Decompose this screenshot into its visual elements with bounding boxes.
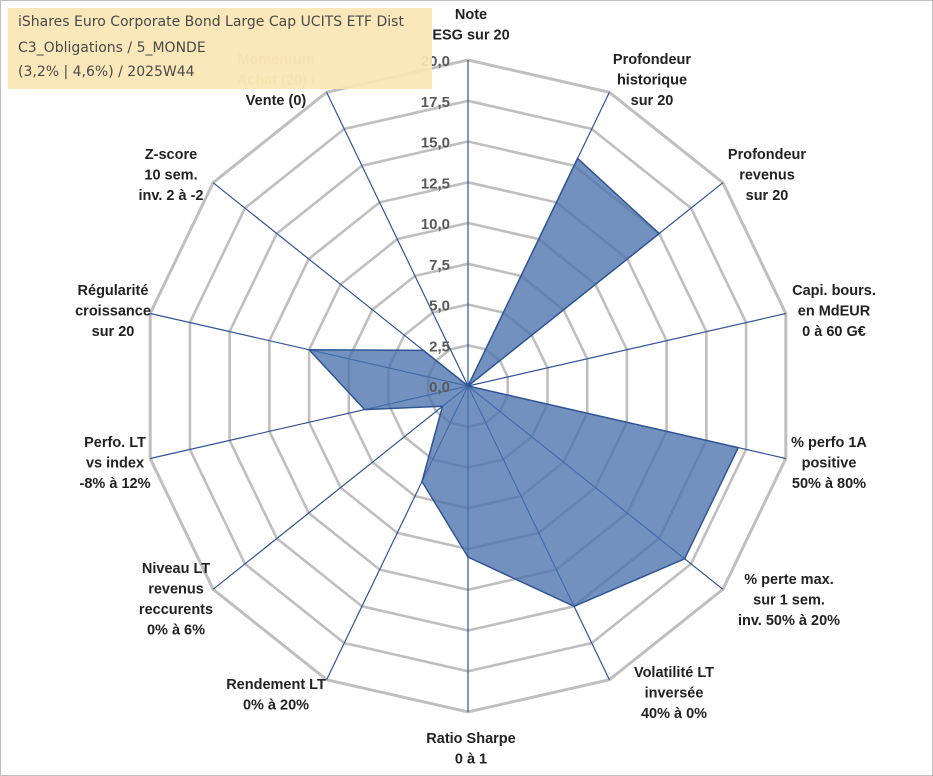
category-label: 10 sem. [144, 168, 197, 184]
category-label: Rendement LT [226, 677, 326, 693]
category-label: 0% à 20% [243, 698, 309, 714]
category-label: Volatilité LT [634, 665, 714, 681]
category-label: % perfo 1A [791, 435, 867, 451]
category-label: sur 20 [746, 188, 789, 204]
category-label: Profondeur [728, 147, 806, 163]
category-label: Capi. bours. [792, 283, 876, 299]
spoke-line [326, 92, 469, 387]
fund-name: iShares Euro Corporate Bond Large Cap UC… [18, 14, 404, 30]
category-label: positive [802, 456, 857, 472]
category-label: croissance [75, 304, 151, 320]
spoke-line [467, 312, 786, 387]
category-label: 0 à 60 G€ [802, 324, 866, 340]
tick-label: 7,5 [429, 257, 450, 274]
tick-label: 17,5 [421, 94, 450, 111]
category-label: Note [455, 7, 487, 23]
category-label: Vente (0) [246, 93, 307, 109]
category-label: Perfo. LT [84, 435, 146, 451]
category-label: sur 1 sem. [753, 593, 825, 609]
category-label: sur 20 [631, 93, 674, 109]
category-label: revenus [739, 168, 795, 184]
category-label: historique [617, 73, 687, 89]
category-label: sur 20 [92, 324, 135, 340]
category-label: vs index [86, 456, 144, 472]
spoke-line [212, 385, 469, 590]
category-label: Niveau LT [142, 561, 210, 577]
tick-label: 2,5 [429, 338, 450, 355]
category-label: 0 à 1 [455, 752, 487, 768]
radar-series [307, 157, 740, 608]
category-label: 40% à 0% [641, 706, 707, 722]
category-label: 0% à 6% [147, 623, 205, 639]
category-label: % perte max. [744, 572, 833, 588]
category-label: Z-score [145, 147, 197, 163]
category-label: inv. 50% à 20% [738, 613, 840, 629]
radar-tick-labels: 0,02,55,07,510,012,515,017,520,0 [421, 53, 450, 396]
fund-category: C3_Obligations / 5_MONDE [18, 40, 206, 56]
category-label: -8% à 12% [80, 476, 151, 492]
series-area [307, 157, 740, 608]
tick-label: 15,0 [421, 135, 450, 152]
tick-label: 5,0 [429, 298, 450, 315]
tick-label: 12,5 [421, 175, 450, 192]
category-label: reccurents [139, 602, 213, 618]
tick-label: 10,0 [421, 216, 450, 233]
category-label: inv. 2 à -2 [138, 188, 203, 204]
category-label: inversée [645, 686, 704, 702]
category-label: Ratio Sharpe [426, 731, 515, 747]
category-label: revenus [148, 582, 204, 598]
category-label: 50% à 80% [792, 476, 866, 492]
fund-period: (3,2% | 4,6%) / 2025W44 [18, 64, 195, 80]
chart-title-box: iShares Euro Corporate Bond Large Cap UC… [8, 8, 432, 89]
category-label: ESG sur 20 [432, 28, 509, 44]
category-label: Régularité [78, 283, 149, 299]
tick-label: 0,0 [429, 379, 450, 396]
category-label: Profondeur [613, 52, 691, 68]
category-label: en MdEUR [798, 304, 871, 320]
